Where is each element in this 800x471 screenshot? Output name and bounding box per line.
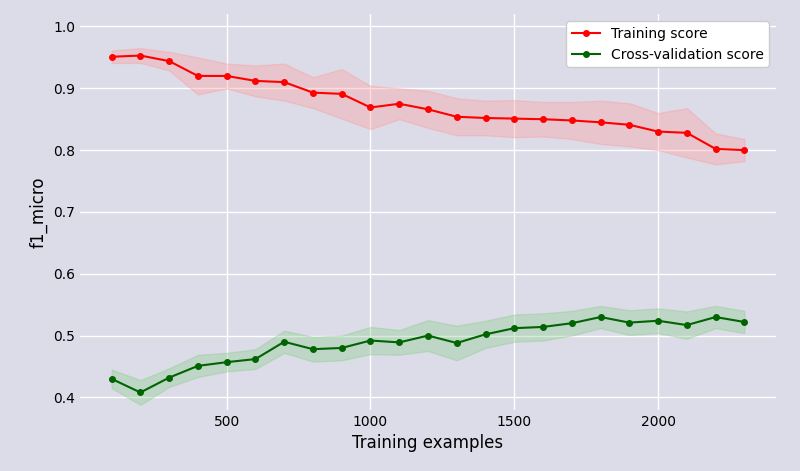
Cross-validation score: [279, 339, 289, 345]
Training score: [538, 116, 548, 122]
Cross-validation score: [250, 356, 260, 362]
Cross-validation score: [135, 390, 145, 395]
Cross-validation score: [366, 338, 375, 343]
Cross-validation score: [538, 324, 548, 330]
Cross-validation score: [625, 320, 634, 325]
Cross-validation score: [711, 314, 721, 320]
Cross-validation score: [107, 376, 117, 382]
Cross-validation score: [739, 319, 749, 325]
Training score: [193, 73, 202, 79]
Training score: [107, 54, 117, 60]
Cross-validation score: [308, 346, 318, 352]
Training score: [711, 146, 721, 152]
Cross-validation score: [481, 332, 490, 337]
Training score: [739, 147, 749, 153]
Training score: [164, 58, 174, 64]
Training score: [222, 73, 231, 79]
Training score: [682, 130, 692, 136]
Training score: [308, 90, 318, 96]
Training score: [452, 114, 462, 120]
Cross-validation score: [567, 320, 577, 326]
Cross-validation score: [510, 325, 519, 331]
X-axis label: Training examples: Training examples: [353, 434, 503, 452]
Training score: [135, 53, 145, 58]
Line: Training score: Training score: [109, 53, 747, 153]
Training score: [250, 78, 260, 84]
Training score: [423, 106, 433, 112]
Line: Cross-validation score: Cross-validation score: [109, 314, 747, 395]
Training score: [366, 105, 375, 110]
Training score: [481, 115, 490, 121]
Cross-validation score: [337, 345, 346, 351]
Cross-validation score: [654, 318, 663, 324]
Cross-validation score: [193, 363, 202, 369]
Training score: [279, 79, 289, 85]
Training score: [394, 101, 404, 106]
Training score: [654, 129, 663, 134]
Cross-validation score: [164, 375, 174, 381]
Training score: [625, 122, 634, 128]
Cross-validation score: [394, 340, 404, 345]
Cross-validation score: [452, 340, 462, 346]
Training score: [337, 91, 346, 97]
Legend: Training score, Cross-validation score: Training score, Cross-validation score: [566, 21, 769, 67]
Cross-validation score: [423, 333, 433, 338]
Training score: [567, 118, 577, 123]
Training score: [596, 120, 606, 125]
Cross-validation score: [596, 314, 606, 320]
Cross-validation score: [682, 322, 692, 328]
Y-axis label: f1_micro: f1_micro: [30, 176, 47, 248]
Cross-validation score: [222, 359, 231, 365]
Training score: [510, 116, 519, 122]
